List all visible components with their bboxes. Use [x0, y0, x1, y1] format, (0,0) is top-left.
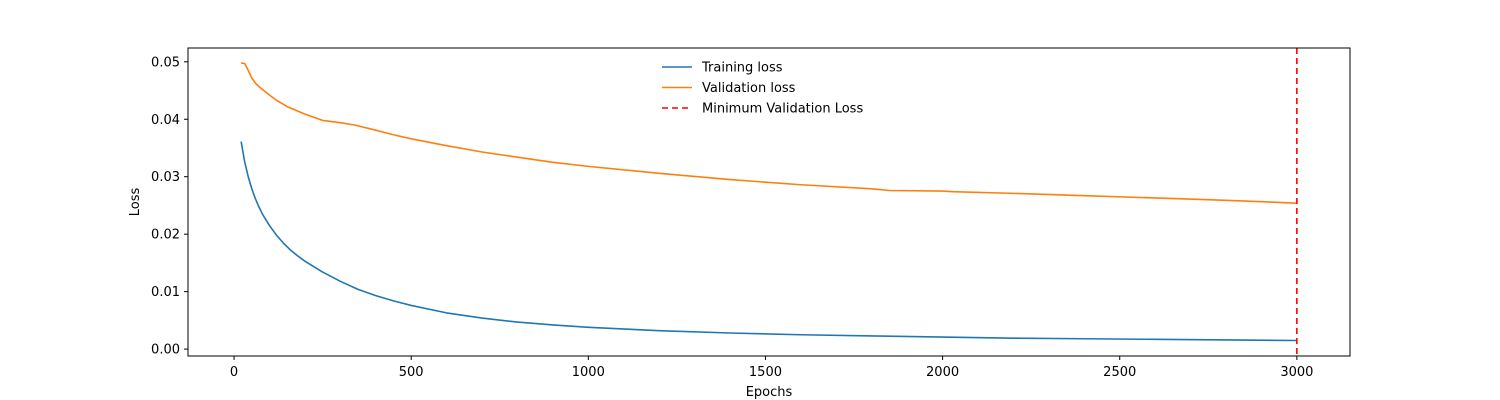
- legend-label: Minimum Validation Loss: [702, 102, 863, 117]
- x-tick-label: 3000: [1280, 365, 1313, 380]
- y-tick-label: 0.02: [151, 228, 180, 243]
- x-axis-label: Epochs: [746, 385, 793, 400]
- series-line-validation-loss: [241, 62, 1297, 204]
- series-line-training-loss: [240, 141, 1297, 342]
- x-tick-label: 1500: [749, 365, 782, 380]
- x-tick-label: 2500: [1103, 365, 1136, 380]
- y-tick-label: 0.01: [151, 285, 180, 300]
- x-tick-label: 500: [399, 365, 424, 380]
- y-tick-label: 0.04: [151, 113, 180, 128]
- x-tick-label: 0: [230, 365, 238, 380]
- y-tick-label: 0.03: [151, 170, 180, 185]
- x-tick-label: 1000: [572, 365, 605, 380]
- x-axis: 0 500 1000 1500 2000 2500 3000: [230, 356, 1313, 380]
- plot-area: [240, 48, 1298, 356]
- legend-label: Validation loss: [702, 81, 796, 96]
- y-axis-label: Loss: [128, 188, 143, 217]
- legend-label: Training loss: [701, 61, 783, 76]
- axes-frame: [187, 47, 1351, 357]
- y-tick-label: 0.00: [151, 343, 180, 358]
- y-tick-label: 0.05: [151, 55, 180, 70]
- legend: Training loss Validation loss Minimum Vali…: [662, 61, 863, 117]
- x-tick-label: 2000: [926, 365, 959, 380]
- y-axis: 0.00 0.01 0.02 0.03 0.04 0.05: [151, 55, 188, 358]
